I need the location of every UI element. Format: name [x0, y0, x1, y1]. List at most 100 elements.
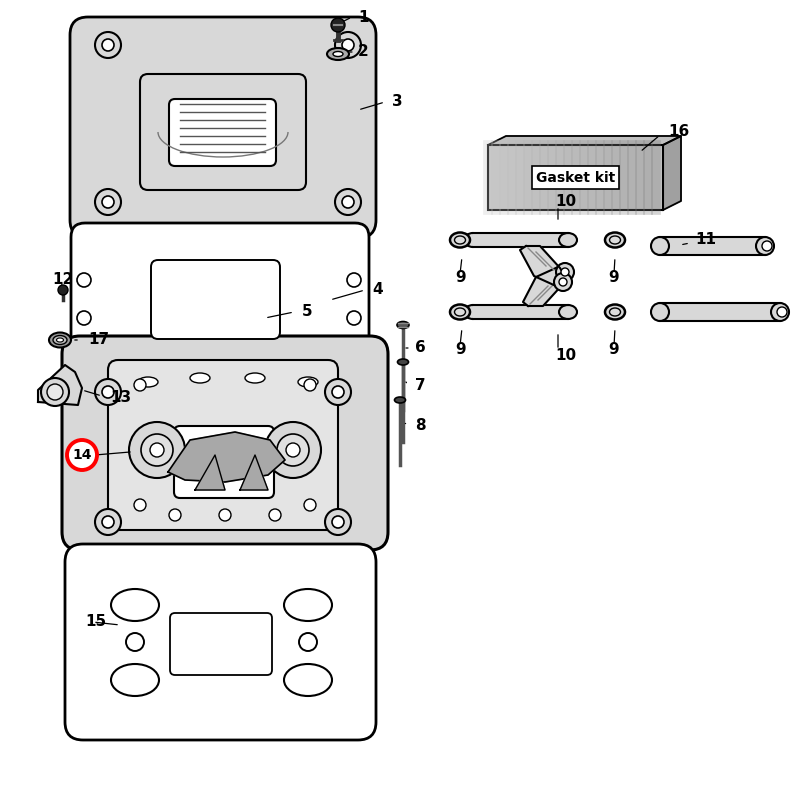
Circle shape — [95, 509, 121, 535]
FancyBboxPatch shape — [473, 305, 568, 319]
Circle shape — [762, 241, 772, 251]
Polygon shape — [520, 246, 566, 286]
Text: 3: 3 — [392, 94, 402, 110]
Circle shape — [134, 499, 146, 511]
Ellipse shape — [397, 322, 409, 329]
Text: 10: 10 — [555, 194, 576, 210]
Text: 7: 7 — [415, 378, 426, 393]
Circle shape — [332, 386, 344, 398]
Circle shape — [347, 311, 361, 325]
Ellipse shape — [610, 236, 621, 244]
Circle shape — [77, 311, 91, 325]
Ellipse shape — [559, 233, 577, 247]
Circle shape — [77, 273, 91, 287]
Circle shape — [556, 263, 574, 281]
FancyBboxPatch shape — [170, 613, 272, 675]
Circle shape — [342, 196, 354, 208]
Circle shape — [347, 273, 361, 287]
FancyBboxPatch shape — [174, 426, 274, 498]
Ellipse shape — [559, 305, 577, 319]
Circle shape — [219, 509, 231, 521]
Circle shape — [332, 516, 344, 528]
Text: 10: 10 — [555, 347, 576, 362]
Ellipse shape — [605, 305, 625, 319]
Circle shape — [559, 278, 567, 286]
Circle shape — [286, 443, 300, 457]
Ellipse shape — [464, 233, 482, 247]
Circle shape — [134, 379, 146, 391]
Polygon shape — [38, 365, 82, 405]
Circle shape — [67, 440, 97, 470]
Ellipse shape — [605, 233, 625, 247]
Circle shape — [150, 443, 164, 457]
Circle shape — [325, 379, 351, 405]
Text: 8: 8 — [415, 418, 426, 433]
Circle shape — [299, 633, 317, 651]
FancyBboxPatch shape — [151, 260, 280, 339]
Circle shape — [331, 18, 345, 32]
Text: 9: 9 — [608, 270, 618, 286]
Ellipse shape — [49, 333, 71, 347]
Polygon shape — [488, 136, 681, 145]
Text: 1: 1 — [358, 10, 369, 25]
Circle shape — [561, 268, 569, 276]
Ellipse shape — [53, 335, 67, 345]
FancyBboxPatch shape — [169, 99, 276, 166]
Circle shape — [102, 386, 114, 398]
FancyBboxPatch shape — [62, 336, 388, 550]
Ellipse shape — [771, 303, 789, 321]
Ellipse shape — [450, 233, 470, 247]
Ellipse shape — [190, 373, 210, 383]
Ellipse shape — [138, 377, 158, 387]
FancyBboxPatch shape — [660, 303, 780, 321]
Circle shape — [58, 285, 68, 295]
Ellipse shape — [298, 377, 318, 387]
Text: 17: 17 — [88, 333, 109, 347]
FancyBboxPatch shape — [65, 544, 376, 740]
Circle shape — [141, 434, 173, 466]
Circle shape — [95, 189, 121, 215]
Ellipse shape — [464, 305, 482, 319]
Text: 6: 6 — [415, 341, 426, 355]
Circle shape — [102, 39, 114, 51]
Ellipse shape — [454, 308, 466, 316]
Text: 11: 11 — [695, 233, 716, 247]
FancyBboxPatch shape — [140, 74, 306, 190]
Text: 12: 12 — [52, 273, 74, 287]
Circle shape — [265, 422, 321, 478]
Circle shape — [169, 509, 181, 521]
Circle shape — [335, 189, 361, 215]
Ellipse shape — [454, 236, 466, 244]
FancyBboxPatch shape — [473, 233, 568, 247]
Ellipse shape — [111, 589, 159, 621]
Text: 14: 14 — [72, 448, 92, 462]
Circle shape — [304, 379, 316, 391]
FancyBboxPatch shape — [488, 145, 663, 210]
Circle shape — [129, 422, 185, 478]
Ellipse shape — [111, 664, 159, 696]
Circle shape — [102, 516, 114, 528]
Ellipse shape — [394, 397, 406, 403]
FancyBboxPatch shape — [71, 223, 369, 359]
FancyBboxPatch shape — [660, 237, 765, 255]
Circle shape — [277, 434, 309, 466]
Ellipse shape — [57, 338, 63, 342]
Circle shape — [777, 307, 787, 317]
Text: 9: 9 — [455, 342, 466, 358]
FancyBboxPatch shape — [108, 360, 338, 530]
Circle shape — [304, 499, 316, 511]
Text: 9: 9 — [608, 342, 618, 358]
Ellipse shape — [333, 51, 343, 57]
Text: 4: 4 — [372, 282, 382, 298]
Ellipse shape — [651, 303, 669, 321]
Ellipse shape — [284, 589, 332, 621]
Ellipse shape — [450, 305, 470, 319]
Text: 15: 15 — [85, 614, 106, 630]
Ellipse shape — [610, 308, 621, 316]
Circle shape — [41, 378, 69, 406]
Circle shape — [554, 273, 572, 291]
Text: 2: 2 — [358, 45, 369, 59]
Polygon shape — [168, 432, 285, 482]
Ellipse shape — [327, 48, 349, 60]
Ellipse shape — [398, 359, 409, 365]
